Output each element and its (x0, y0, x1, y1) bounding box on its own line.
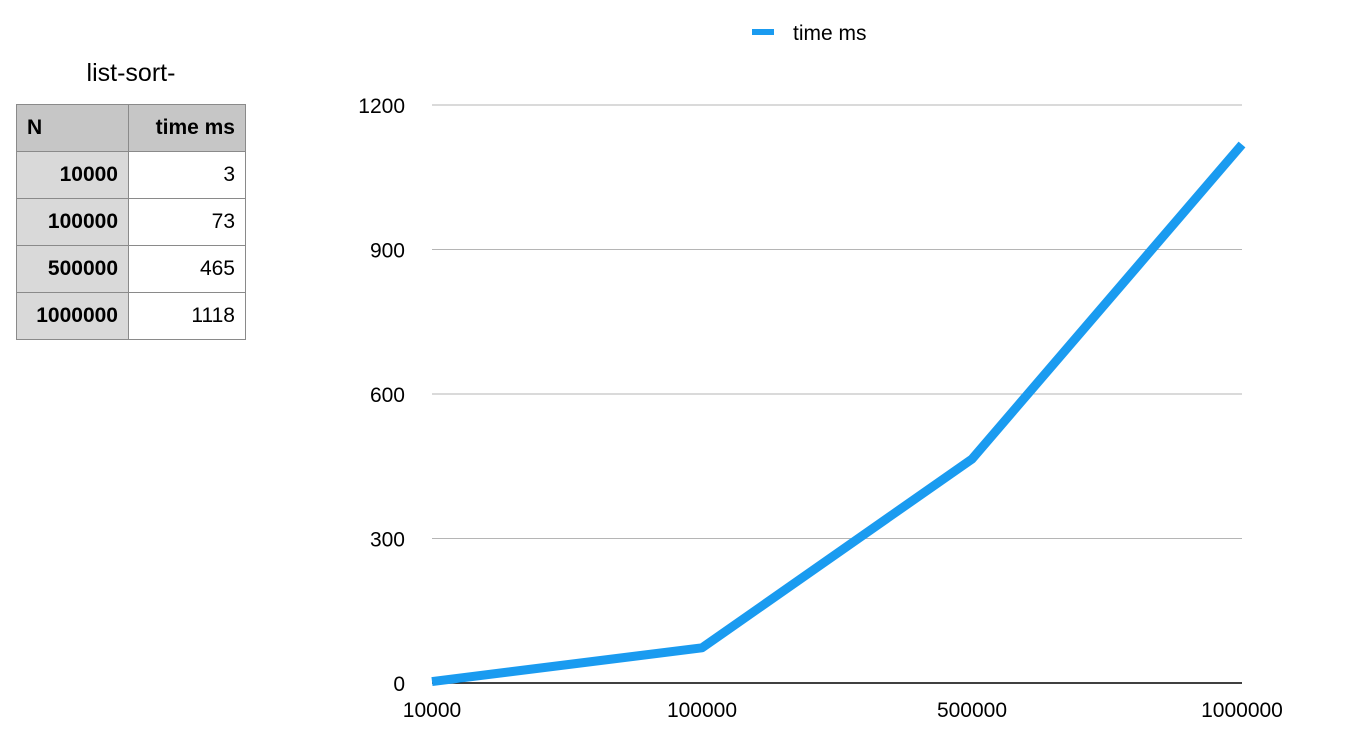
series-group (431, 141, 1246, 687)
table-row: 1000000 1118 (16, 292, 246, 340)
legend: time ms (752, 22, 867, 45)
row-n: 500000 (16, 245, 129, 293)
y-tick-label: 900 (370, 240, 405, 263)
header-n: N (16, 104, 129, 152)
x-axis-ticks: 10000 100000 500000 1000000 (403, 699, 1283, 722)
table-row: 10000 3 (16, 151, 246, 199)
series-line-time-ms (431, 141, 1246, 687)
legend-label-time-ms: time ms (793, 22, 867, 45)
x-tick-label: 100000 (667, 699, 737, 722)
x-tick-label: 500000 (937, 699, 1007, 722)
x-tick-label: 10000 (403, 699, 461, 722)
row-time: 1118 (128, 292, 246, 340)
row-time: 3 (128, 151, 246, 199)
row-n: 100000 (16, 198, 129, 246)
y-tick-label: 0 (393, 673, 405, 696)
table-row: 500000 465 (16, 245, 246, 293)
y-axis-ticks: 0 300 600 900 1200 (358, 95, 405, 696)
data-table: N time ms 10000 3 100000 73 500000 465 1… (16, 104, 246, 340)
table-header-row: N time ms (16, 104, 246, 152)
gridlines (432, 104, 1242, 539)
row-n: 1000000 (16, 292, 129, 340)
x-tick-label: 1000000 (1201, 699, 1283, 722)
y-tick-label: 600 (370, 384, 405, 407)
y-tick-label: 1200 (358, 95, 405, 118)
header-time: time ms (128, 104, 246, 152)
row-time: 465 (128, 245, 246, 293)
table-title: list-sort- (86, 59, 176, 87)
y-tick-label: 300 (370, 529, 405, 552)
